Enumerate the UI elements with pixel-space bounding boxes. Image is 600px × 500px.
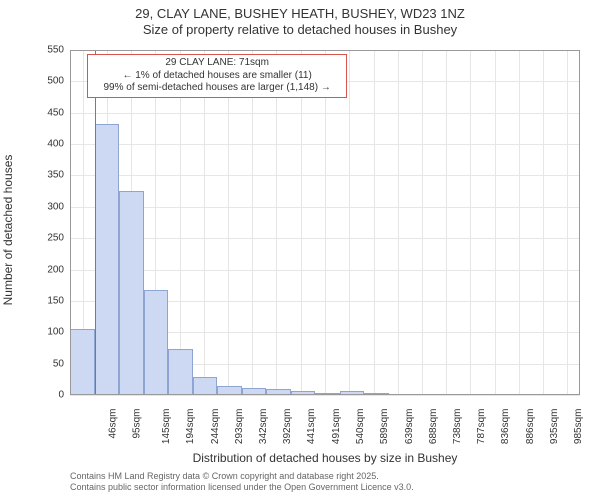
histogram-bar — [217, 386, 242, 395]
histogram-bar — [364, 393, 389, 395]
x-tick-label: 985sqm — [573, 409, 584, 445]
x-tick-label: 293sqm — [234, 409, 245, 445]
x-tick-label: 194sqm — [185, 409, 196, 445]
annotation-line2: ← 1% of detached houses are smaller (11) — [92, 70, 342, 83]
x-tick-label: 491sqm — [331, 409, 342, 445]
x-tick-label: 46sqm — [107, 409, 118, 439]
footer-line2: Contains public sector information licen… — [70, 482, 414, 493]
grid-line-v — [204, 50, 205, 395]
histogram-bar — [291, 391, 316, 395]
histogram-bar — [242, 388, 267, 395]
histogram-bar — [315, 393, 340, 395]
title-line2: Size of property relative to detached ho… — [0, 22, 600, 38]
grid-line-v — [470, 50, 471, 395]
x-tick-label: 688sqm — [428, 409, 439, 445]
grid-line-v — [374, 50, 375, 395]
histogram-bar — [168, 349, 193, 395]
histogram-bar — [95, 124, 120, 395]
x-tick-label: 441sqm — [307, 409, 318, 445]
y-tick-label: 200 — [30, 264, 64, 275]
x-tick-label: 886sqm — [525, 409, 536, 445]
x-tick-label: 639sqm — [404, 409, 415, 445]
y-tick-label: 500 — [30, 76, 64, 87]
grid-line-v — [519, 50, 520, 395]
grid-line-v — [567, 50, 568, 395]
y-axis-label: Number of detached houses — [1, 154, 15, 305]
grid-line-v — [301, 50, 302, 395]
grid-line-v — [543, 50, 544, 395]
grid-line-v — [398, 50, 399, 395]
y-tick-label: 0 — [30, 390, 64, 401]
histogram-bar — [144, 290, 169, 395]
y-tick-label: 550 — [30, 45, 64, 56]
x-tick-label: 787sqm — [476, 409, 487, 445]
x-tick-label: 935sqm — [549, 409, 560, 445]
grid-line-v — [180, 50, 181, 395]
annotation-line1: 29 CLAY LANE: 71sqm — [92, 57, 342, 70]
x-tick-label: 342sqm — [258, 409, 269, 445]
grid-line-v — [276, 50, 277, 395]
y-tick-label: 300 — [30, 201, 64, 212]
y-tick-label: 250 — [30, 233, 64, 244]
x-tick-label: 836sqm — [500, 409, 511, 445]
property-marker-line — [95, 50, 96, 395]
plot-area: 29 CLAY LANE: 71sqm← 1% of detached hous… — [70, 50, 580, 395]
grid-line-v — [325, 50, 326, 395]
grid-line-v — [422, 50, 423, 395]
grid-line-v — [252, 50, 253, 395]
y-tick-label: 50 — [30, 358, 64, 369]
x-tick-label: 589sqm — [379, 409, 390, 445]
histogram-bar — [438, 394, 463, 395]
x-tick-label: 738sqm — [452, 409, 463, 445]
histogram-bar — [193, 377, 218, 395]
y-tick-label: 350 — [30, 170, 64, 181]
grid-line-h — [70, 395, 580, 396]
title-line1: 29, CLAY LANE, BUSHEY HEATH, BUSHEY, WD2… — [0, 6, 600, 22]
grid-line-v — [446, 50, 447, 395]
histogram-bar — [70, 329, 95, 395]
grid-line-v — [495, 50, 496, 395]
grid-line-v — [228, 50, 229, 395]
histogram-bar — [266, 389, 291, 395]
x-axis-label: Distribution of detached houses by size … — [70, 451, 580, 465]
x-tick-label: 145sqm — [161, 409, 172, 445]
y-tick-label: 150 — [30, 295, 64, 306]
x-tick-label: 95sqm — [131, 409, 142, 439]
annotation-box: 29 CLAY LANE: 71sqm← 1% of detached hous… — [87, 54, 347, 98]
histogram-bar — [119, 191, 144, 395]
y-tick-label: 400 — [30, 139, 64, 150]
grid-line-v — [349, 50, 350, 395]
footer-line1: Contains HM Land Registry data © Crown c… — [70, 471, 414, 482]
histogram-bar — [487, 394, 512, 395]
x-tick-label: 392sqm — [283, 409, 294, 445]
footer-attribution: Contains HM Land Registry data © Crown c… — [70, 471, 414, 493]
y-tick-label: 450 — [30, 107, 64, 118]
annotation-line3: 99% of semi-detached houses are larger (… — [92, 82, 342, 95]
chart-title: 29, CLAY LANE, BUSHEY HEATH, BUSHEY, WD2… — [0, 0, 600, 39]
y-tick-label: 100 — [30, 327, 64, 338]
histogram-bar — [340, 391, 365, 395]
histogram-bar — [389, 394, 414, 395]
x-tick-label: 244sqm — [210, 409, 221, 445]
x-tick-label: 540sqm — [355, 409, 366, 445]
